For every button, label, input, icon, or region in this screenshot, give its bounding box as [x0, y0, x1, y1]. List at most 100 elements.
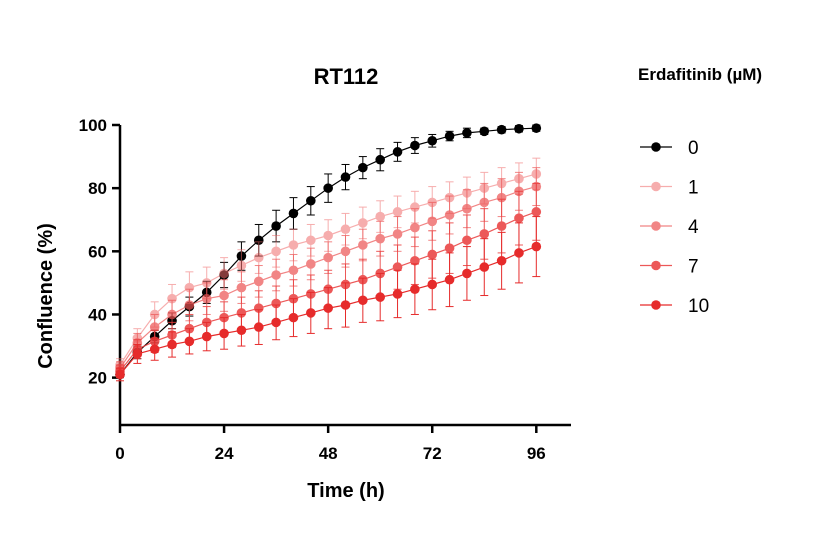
data-point [496, 221, 507, 231]
legend-marker [651, 221, 661, 231]
legend-title: Erdafitinib (µM) [638, 65, 762, 84]
data-point [184, 282, 195, 293]
data-point [410, 284, 420, 295]
data-point [479, 197, 490, 208]
data-point [410, 255, 420, 266]
data-point [375, 292, 385, 302]
y-axis-title: Confluence (%) [35, 223, 57, 369]
data-point [392, 289, 403, 299]
y-tick-label: 40 [88, 305, 107, 324]
data-point [323, 230, 333, 241]
data-point [392, 262, 403, 272]
legend-label: 0 [688, 138, 699, 159]
data-point [306, 259, 316, 269]
data-point [132, 349, 143, 359]
data-point [444, 274, 455, 285]
legend-marker [651, 181, 661, 192]
legend-marker [651, 142, 661, 152]
data-point [271, 246, 281, 257]
x-tick-label: 96 [527, 444, 546, 463]
data-point [340, 172, 351, 182]
chart-title: RT112 [314, 64, 379, 89]
data-point [271, 221, 281, 231]
data-point [288, 265, 299, 276]
data-point [167, 309, 177, 320]
legend-item-1 [640, 181, 672, 192]
data-point [253, 235, 264, 246]
data-point [444, 210, 455, 220]
data-point [479, 229, 490, 239]
legend-label: 7 [688, 257, 699, 278]
data-point [306, 235, 316, 246]
data-point [184, 336, 195, 347]
data-point [479, 126, 490, 137]
y-tick-label: 60 [88, 242, 107, 261]
legend-item-0 [640, 142, 672, 152]
data-point [149, 344, 160, 355]
legend-marker [651, 300, 661, 310]
y-tick-label: 20 [88, 369, 107, 388]
data-point [236, 260, 247, 271]
y-ticks: 20 40 60 80 100 [79, 116, 120, 388]
legend-label: 10 [688, 296, 709, 317]
data-point [531, 241, 542, 252]
data-point [427, 249, 438, 260]
data-point [531, 207, 542, 217]
data-point [479, 262, 490, 272]
data-point [219, 268, 229, 279]
data-point [340, 224, 351, 235]
data-point [306, 195, 316, 206]
y-tick-label: 100 [79, 116, 107, 135]
data-point [514, 123, 524, 134]
legend-marker [651, 260, 661, 271]
data-point [167, 339, 177, 350]
legend-label: 4 [688, 217, 699, 238]
data-point [392, 147, 403, 157]
data-point [219, 328, 229, 339]
data-point [410, 140, 420, 151]
data-point [288, 312, 299, 323]
x-tick-label: 72 [423, 444, 442, 463]
series-10 [115, 216, 542, 382]
data-point [115, 369, 125, 380]
data-point [236, 308, 247, 318]
x-tick-label: 48 [319, 444, 338, 463]
data-point [201, 331, 212, 342]
data-point [392, 229, 403, 239]
data-point [375, 211, 385, 222]
data-point [184, 300, 195, 310]
data-point [149, 322, 160, 332]
data-point [358, 295, 368, 306]
data-point [253, 276, 264, 287]
data-point [462, 235, 472, 246]
data-point [358, 240, 368, 250]
legend-label: 1 [688, 178, 699, 199]
data-point [375, 154, 385, 165]
data-point [288, 208, 299, 219]
data-point [306, 308, 316, 318]
data-point [236, 325, 247, 336]
data-point [253, 322, 264, 332]
data-point [340, 246, 351, 257]
data-point [271, 270, 281, 280]
data-point [496, 192, 507, 203]
data-point [253, 303, 264, 313]
data-point [444, 131, 455, 141]
data-point [462, 203, 472, 214]
data-point [375, 233, 385, 244]
data-point [323, 252, 333, 263]
plot-area [115, 123, 542, 382]
data-point [514, 248, 524, 258]
data-point [514, 213, 524, 223]
y-tick-label: 80 [88, 179, 107, 198]
data-point [444, 243, 455, 253]
data-point [462, 268, 472, 279]
series-7 [115, 182, 542, 379]
data-point [167, 293, 177, 304]
data-point [496, 124, 507, 135]
data-point [219, 290, 229, 301]
legend: 0 1 4 7 10 [640, 138, 709, 317]
data-point [427, 216, 438, 227]
data-point [462, 128, 472, 138]
